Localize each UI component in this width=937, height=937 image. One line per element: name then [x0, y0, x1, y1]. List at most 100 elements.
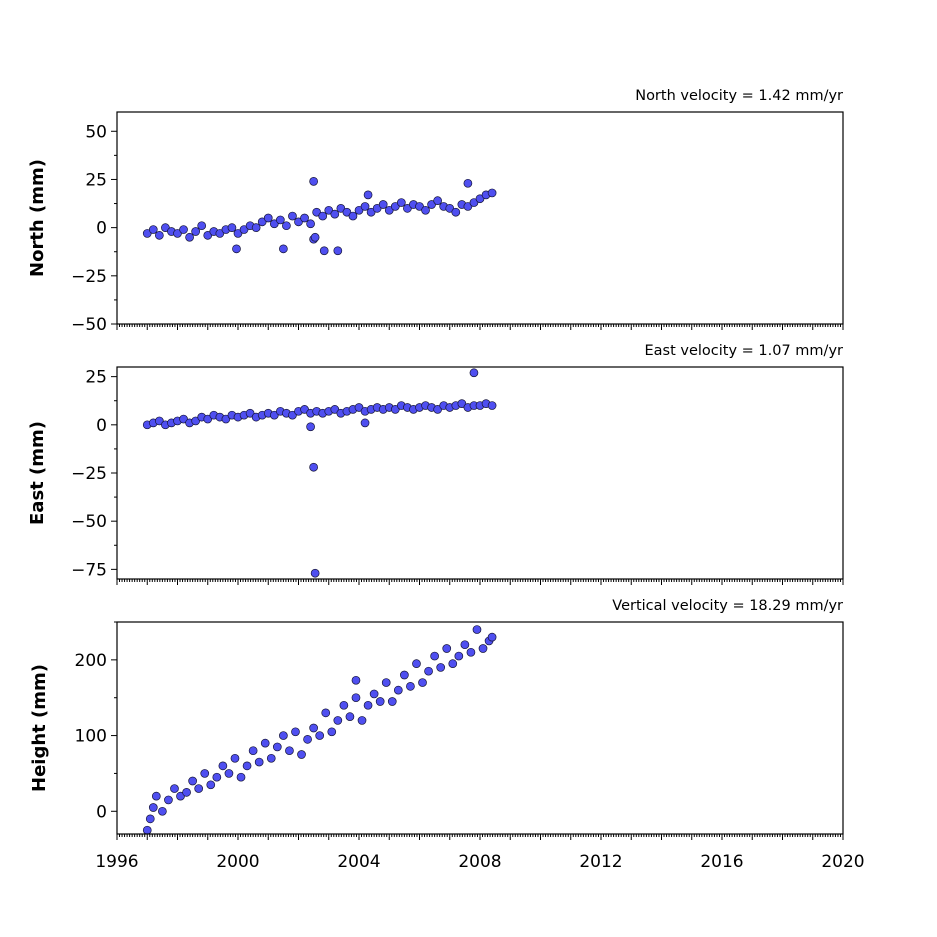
east-data-point — [360, 418, 370, 428]
east-data-point — [191, 416, 200, 426]
height-data-point — [454, 651, 464, 661]
east-data-point — [457, 399, 467, 408]
height-data-point — [375, 697, 385, 706]
north-data-point — [300, 213, 309, 223]
north-data-point — [330, 209, 340, 219]
east-y-tick-label: −75 — [71, 560, 107, 580]
north-data-point — [354, 205, 364, 215]
north-data-point — [203, 231, 213, 240]
north-data-point — [366, 207, 376, 217]
north-data-point — [310, 232, 320, 242]
height-data-point — [309, 723, 318, 733]
north-data-point — [333, 246, 343, 256]
north-data-point — [463, 178, 473, 188]
x-tick-label: 2000 — [216, 852, 259, 872]
height-data-point — [400, 670, 409, 680]
height-data-point — [200, 769, 210, 778]
east-data-point — [330, 405, 340, 414]
height-data-point — [369, 689, 379, 699]
north-data-point — [397, 198, 406, 207]
height-data-point — [272, 742, 282, 752]
north-data-point — [306, 219, 315, 229]
east-data-point — [310, 568, 320, 578]
north-data-point — [433, 196, 442, 205]
east-data-point — [469, 368, 479, 378]
height-panel: Vertical velocity = 18.29 mm/yr Height (… — [29, 598, 865, 872]
north-panel: North velocity = 1.42 mm/yr North (mm) −… — [27, 88, 844, 335]
height-data-point — [406, 682, 415, 691]
height-data-point — [164, 795, 173, 805]
east-data-point — [203, 414, 213, 424]
height-data-point — [460, 640, 470, 650]
height-data-point — [430, 651, 439, 661]
north-data-point — [363, 190, 373, 200]
north-data-point — [421, 205, 430, 215]
north-data-point — [239, 225, 249, 234]
east-data-points — [142, 368, 497, 578]
height-data-point — [472, 625, 482, 634]
height-data-point — [478, 644, 488, 653]
height-data-point — [151, 791, 161, 801]
north-data-point — [191, 227, 200, 236]
north-data-points — [142, 177, 497, 256]
height-data-point — [315, 731, 325, 740]
height-data-point — [248, 746, 258, 756]
height-data-points — [142, 625, 497, 835]
height-data-point — [466, 647, 476, 657]
north-data-point — [360, 202, 370, 211]
height-data-point — [224, 769, 234, 778]
north-data-point — [251, 223, 261, 232]
north-data-point — [232, 244, 241, 254]
north-data-point — [463, 202, 473, 211]
height-data-point — [297, 750, 306, 759]
north-data-point — [348, 211, 358, 221]
north-data-point — [233, 229, 243, 238]
height-data-point — [327, 727, 337, 737]
height-data-point — [357, 716, 367, 725]
north-data-point — [155, 231, 164, 240]
east-data-point — [306, 422, 315, 432]
height-y-axis-label: Height (mm) — [29, 664, 50, 792]
north-data-point — [148, 225, 158, 234]
height-data-point — [148, 803, 158, 812]
east-data-point — [390, 405, 400, 414]
height-data-point — [436, 663, 446, 672]
height-data-point — [206, 780, 216, 790]
east-data-point — [354, 403, 364, 412]
north-data-point — [372, 204, 382, 213]
north-data-point — [269, 219, 279, 229]
north-data-point — [197, 221, 207, 231]
north-data-point — [276, 215, 285, 225]
height-data-point — [142, 825, 152, 835]
east-plot-frame — [116, 366, 844, 580]
north-data-point — [378, 200, 388, 209]
height-data-point — [303, 735, 312, 744]
height-data-point — [393, 685, 403, 695]
east-axes: −75 −50 −25 0 25 — [71, 368, 844, 585]
north-data-point — [185, 232, 194, 242]
north-data-point — [336, 204, 346, 213]
north-plot-frame — [116, 111, 844, 325]
east-y-axis-label: East (mm) — [27, 421, 48, 525]
east-panel-title: East velocity = 1.07 mm/yr — [644, 343, 843, 359]
east-y-tick-label: −25 — [71, 464, 107, 484]
north-data-point — [469, 198, 479, 207]
height-data-point — [381, 678, 391, 687]
height-data-point — [230, 753, 240, 763]
height-data-point — [194, 784, 204, 793]
height-data-point — [254, 757, 264, 767]
north-data-point — [319, 246, 329, 256]
north-data-point — [384, 205, 394, 215]
height-data-point — [212, 772, 222, 782]
height-data-point — [242, 761, 252, 771]
north-data-point — [161, 223, 170, 232]
height-data-point — [487, 632, 497, 642]
north-y-tick-label: 50 — [85, 122, 107, 142]
north-axes: −50 −25 0 25 50 — [71, 122, 844, 335]
east-data-point — [487, 401, 497, 410]
east-data-point — [245, 408, 255, 418]
height-data-point — [339, 700, 349, 710]
east-y-tick-label: 0 — [96, 416, 107, 436]
north-y-tick-label: 0 — [96, 219, 107, 239]
